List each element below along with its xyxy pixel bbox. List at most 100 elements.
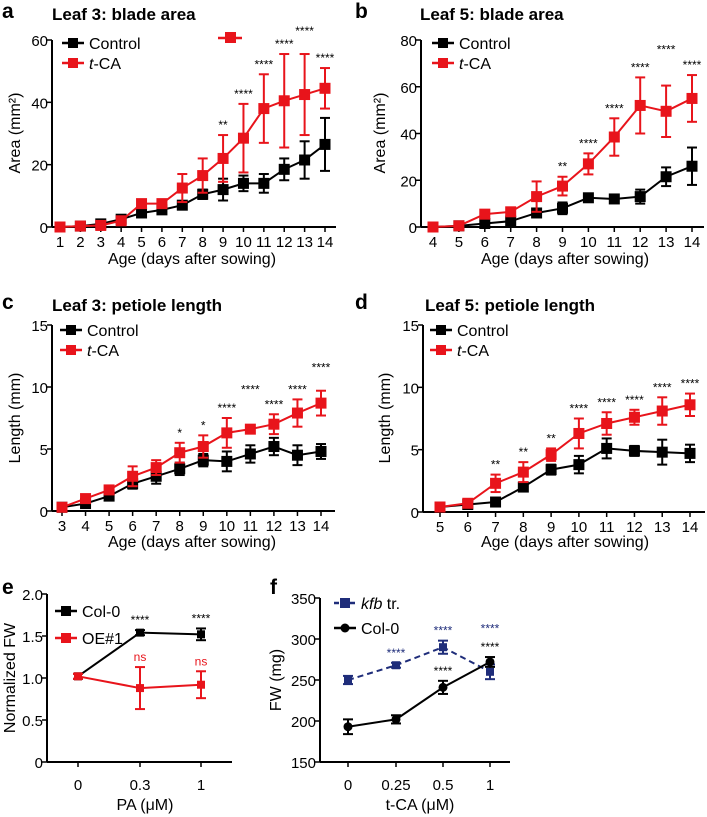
data-point	[221, 427, 233, 439]
legend-marker	[438, 38, 448, 48]
panel-letter: d	[355, 291, 368, 314]
significance-label: **	[519, 445, 529, 459]
x-tick-label: 5	[105, 518, 113, 535]
data-point	[392, 661, 400, 670]
data-point	[573, 459, 585, 471]
x-tick-label: 13	[296, 234, 313, 251]
y-tick-label: 60	[31, 33, 48, 50]
data-point	[174, 463, 186, 475]
data-point	[74, 672, 82, 681]
data-point	[531, 191, 543, 203]
legend-entry: Control	[62, 36, 141, 53]
data-point	[136, 207, 148, 219]
x-tick-label: 11	[599, 519, 615, 536]
series-line	[61, 402, 322, 509]
data-point	[479, 217, 491, 229]
data-point	[582, 192, 594, 204]
x-tick-label: 13	[654, 519, 671, 536]
x-tick-label: 11	[256, 234, 272, 251]
significance-label: ****	[295, 24, 314, 38]
data-point	[268, 418, 280, 430]
panel-d: d Leaf 5: petiole length Age (days after…	[355, 291, 649, 551]
series-line	[439, 403, 691, 509]
x-tick-label: 12	[266, 518, 283, 535]
y-tick-label: 0	[35, 755, 43, 772]
data-point	[608, 193, 620, 205]
data-point	[505, 215, 517, 227]
significance-label: *	[201, 418, 206, 432]
y-axis-label: Length (mm)	[377, 373, 394, 464]
legend-label: Control	[89, 36, 141, 53]
data-point	[490, 496, 502, 508]
y-tick-label: 40	[31, 95, 48, 112]
x-tick-label: 10	[235, 234, 252, 251]
data-point	[103, 484, 115, 496]
x-tick-label: 4	[81, 518, 89, 535]
significance-label: ****	[434, 664, 453, 678]
data-point	[479, 208, 491, 220]
x-tick-label: 7	[178, 234, 186, 251]
x-tick-label: 6	[128, 518, 136, 535]
data-point	[505, 206, 517, 218]
data-point	[634, 99, 646, 111]
y-tick-label: 0	[40, 504, 48, 521]
panel-title: Leaf 5: petiole length	[425, 296, 595, 315]
data-point	[315, 445, 327, 457]
x-tick-label: 10	[580, 234, 597, 251]
significance-label: ****	[597, 395, 616, 409]
x-tick-label: 0	[74, 777, 82, 794]
data-point	[197, 170, 209, 182]
legend-marker	[340, 598, 350, 608]
significance-label: ****	[683, 58, 702, 72]
x-axis-label: t-CA (μM)	[386, 797, 455, 814]
panel-b: b Leaf 5: blade area Age (days after sow…	[355, 0, 649, 268]
x-axis-label: Age (days after sowing)	[481, 251, 649, 268]
x-tick-label: 9	[219, 234, 227, 251]
data-point	[391, 714, 401, 724]
significance-label: ****	[316, 51, 335, 65]
y-tick-label: 10	[402, 380, 419, 397]
y-tick-label: 80	[400, 33, 417, 50]
data-point	[278, 163, 290, 175]
x-tick-label: 0.3	[130, 777, 151, 794]
x-tick-label: 10	[571, 519, 588, 536]
data-point	[601, 417, 613, 429]
x-tick-label: 12	[626, 519, 643, 536]
data-point	[315, 397, 327, 409]
y-tick-label: 20	[400, 173, 417, 190]
data-point	[557, 202, 568, 214]
data-point	[136, 198, 148, 210]
x-tick-label: 8	[176, 518, 184, 535]
legend-entry: t-CA	[430, 343, 489, 360]
data-point	[258, 177, 270, 189]
data-point	[299, 89, 311, 101]
legend-label: t-CA	[459, 56, 491, 73]
significance-label: ****	[579, 136, 598, 150]
data-point	[237, 177, 249, 189]
data-point	[517, 466, 529, 478]
panel-letter: c	[2, 291, 14, 314]
legend-entry: Col-0	[334, 621, 399, 638]
y-axis-label: Area (mm²)	[7, 93, 24, 174]
data-point	[217, 184, 229, 196]
legend-entry: t-CA	[60, 343, 119, 360]
series-line	[347, 646, 491, 681]
legend-marker	[436, 345, 446, 355]
x-tick-label: 6	[481, 234, 489, 251]
x-tick-label: 14	[684, 234, 701, 251]
significance-label: ****	[192, 611, 211, 625]
significance-label: ****	[312, 361, 331, 375]
x-tick-label: 3	[97, 234, 105, 251]
data-point	[319, 82, 331, 94]
data-point	[197, 454, 209, 466]
data-point	[660, 171, 672, 183]
significance-label: ****	[631, 60, 650, 74]
x-tick-label: 12	[632, 234, 649, 251]
x-tick-label: 5	[436, 519, 444, 536]
x-tick-label: 9	[558, 234, 566, 251]
significance-label: ****	[265, 397, 284, 411]
data-point	[531, 207, 543, 219]
x-tick-label: 14	[317, 234, 334, 251]
x-axis-label: PA (μM)	[117, 797, 174, 814]
